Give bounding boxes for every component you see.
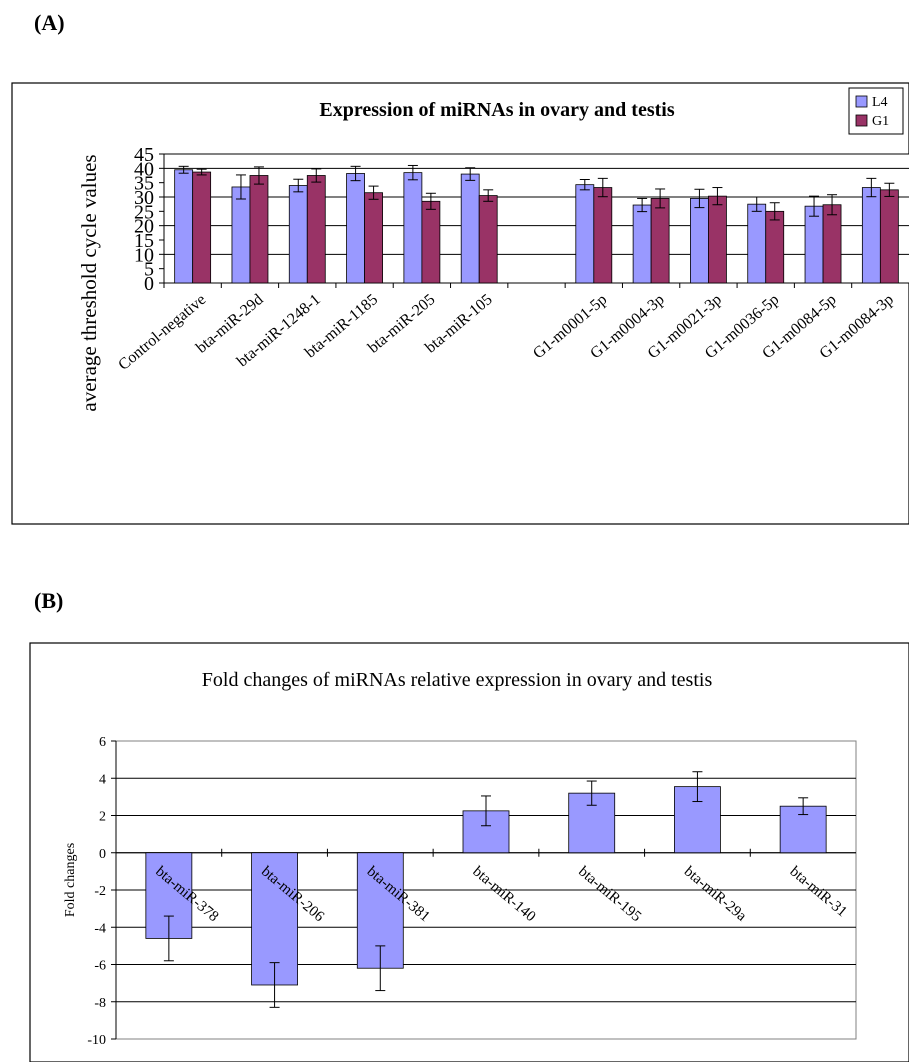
chart-b-xtick-label: bta-miR-206: [258, 864, 327, 926]
chart-a-ytick-label: 15: [134, 230, 154, 252]
bar-g1-g1-m0084-5p: [822, 204, 842, 284]
legend-label-g1: G1: [872, 114, 889, 129]
bar-g1-bta-mir-1185: [364, 192, 383, 284]
bar-l4-g1-m0084-3p: [861, 187, 881, 284]
bar-g1-bta-mir-205: [421, 200, 441, 284]
chart-b-ytick-label: -10: [87, 1033, 106, 1048]
chart-b-ytick-label: 6: [99, 735, 106, 750]
chart-a-ylabel: average threshold cycle values: [77, 154, 101, 411]
bar-l4-bta-mir-105: [460, 173, 480, 284]
chart-b-frame: [29, 642, 909, 1062]
chart-b-ylabel: Fold changes: [63, 843, 78, 917]
bar-bta-mir-381: [356, 852, 404, 969]
bar-g1-g1-m0021-3p: [708, 195, 727, 284]
bar-bta-mir-29a: [674, 786, 721, 854]
bar-l4-bta-mir-1185: [346, 173, 365, 284]
panel-a-label: (A): [34, 10, 65, 35]
chart-b-ytick-label: 0: [99, 847, 106, 862]
bar-l4-bta-mir-1248-1: [288, 185, 308, 284]
bar-bta-mir-140: [462, 810, 510, 854]
chart-b-ytick-label: -6: [94, 959, 106, 974]
bar-g1-g1-m0036-5p: [765, 210, 785, 284]
chart-a-ytick-label: 40: [134, 158, 154, 180]
chart-b-plot-area: [115, 740, 857, 1040]
bar-bta-mir-195: [568, 792, 616, 854]
chart-b-xtick-label: bta-miR-378: [152, 864, 221, 926]
chart-a-ytick-label: 35: [134, 173, 154, 195]
chart-b-ytick-label: -2: [94, 884, 106, 899]
bar-l4-g1-m0084-5p: [804, 205, 824, 284]
legend-swatch-l4: [855, 95, 868, 108]
bar-l4-g1-m0004-3p: [632, 204, 652, 284]
chart-a-ytick-label: 10: [134, 244, 154, 266]
chart-a-ytick-label: 25: [134, 201, 154, 223]
bar-g1-bta-mir-1248-1: [306, 175, 326, 284]
chart-b-ytick-label: -8: [94, 996, 106, 1011]
chart-a: Expression of miRNAs in ovary and testis…: [11, 82, 909, 525]
chart-a-ytick-label: 30: [134, 187, 154, 209]
bar-bta-mir-206: [251, 852, 298, 986]
bar-bta-mir-378: [145, 852, 193, 939]
bar-g1-g1-m0084-3p: [879, 189, 899, 284]
chart-a-title: Expression of miRNAs in ovary and testis: [319, 99, 674, 121]
bar-l4-g1-m0001-5p: [575, 184, 595, 284]
chart-b-xtick-label: bta-miR-31: [787, 864, 850, 921]
legend-swatch-g1: [855, 114, 868, 127]
bar-l4-bta-mir-205: [403, 172, 423, 284]
chart-b-xtick-label: bta-miR-29a: [681, 864, 750, 925]
chart-b-title: Fold changes of miRNAs relative expressi…: [202, 669, 713, 691]
chart-b-ytick-label: 2: [99, 810, 106, 825]
chart-b-ytick-label: 4: [99, 772, 106, 787]
bar-g1-bta-mir-105: [478, 195, 498, 284]
chart-b-xtick-label: bta-miR-381: [364, 864, 433, 926]
bar-l4-bta-mir-29d: [231, 186, 251, 284]
bar-g1-control-negative: [192, 171, 212, 284]
chart-a-legend: L4 G1: [848, 87, 904, 135]
bar-l4-g1-m0021-3p: [690, 198, 709, 284]
chart-b-xtick-label: bta-miR-195: [575, 864, 644, 926]
panel-b-label: (B): [34, 588, 64, 613]
bar-g1-g1-m0004-3p: [650, 198, 670, 284]
bar-g1-bta-mir-29d: [249, 175, 269, 284]
chart-a-ytick-label: 0: [144, 273, 154, 295]
chart-b-xtick-label: bta-miR-140: [469, 864, 538, 926]
legend-label-l4: L4: [872, 95, 888, 110]
chart-a-ytick-label: 5: [144, 259, 154, 281]
chart-a-ytick-label: 45: [134, 144, 154, 166]
bar-g1-g1-m0001-5p: [593, 187, 613, 284]
chart-b-ytick-label: -4: [94, 921, 106, 936]
chart-a-ytick-label: 20: [134, 216, 154, 238]
bar-l4-g1-m0036-5p: [747, 203, 767, 284]
bar-l4-control-negative: [174, 169, 194, 284]
chart-a-plot-area: [164, 154, 909, 283]
bar-bta-mir-31: [779, 805, 827, 854]
